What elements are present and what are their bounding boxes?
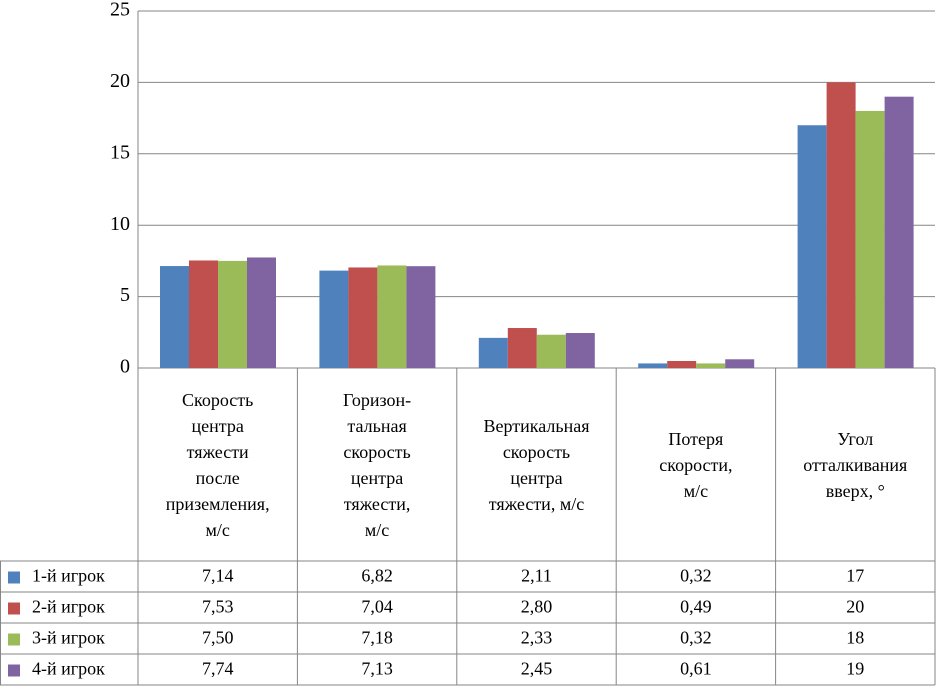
bar (884, 96, 914, 369)
table-cell: 0,49 (680, 597, 712, 617)
bar (189, 260, 218, 368)
legend-swatch (8, 571, 20, 584)
table-cell: 7,14 (202, 566, 234, 586)
bar (247, 257, 276, 368)
bar (406, 266, 436, 368)
table-cell: 0,61 (680, 659, 712, 679)
bar (826, 82, 856, 369)
legend-label: 2-й игрок (32, 597, 105, 617)
table-cell: 7,50 (202, 628, 234, 648)
x-tick-label: Вертикальная скорость центра тяжести, м/… (483, 415, 590, 514)
bar (348, 267, 378, 368)
y-tick-label: 15 (110, 141, 130, 163)
bar (797, 125, 827, 369)
bar (160, 266, 189, 368)
bar (218, 260, 247, 368)
bar (536, 334, 566, 368)
category-cell: Горизон- тальная скорость центра тяжести… (343, 389, 412, 540)
category-cell: Угол отталкивания вверх, ° (803, 428, 908, 501)
x-tick-label: Потеря скорости, м/с (659, 428, 733, 501)
legend-label: 3-й игрок (32, 628, 105, 648)
x-tick-label: Горизон- тальная скорость центра тяжести… (343, 389, 412, 540)
legend-swatch (8, 664, 20, 677)
table-cell: 18 (846, 628, 864, 648)
bar (638, 363, 668, 368)
legend-label: 4-й игрок (32, 659, 105, 679)
category-cell: Вертикальная скорость центра тяжести, м/… (483, 415, 590, 514)
y-tick-label: 5 (120, 284, 130, 306)
table-cell: 2,11 (521, 566, 552, 586)
table-cell: 2,33 (521, 628, 553, 648)
table-cell: 0,32 (680, 628, 712, 648)
category-cell: Потеря скорости, м/с (659, 428, 733, 501)
table-cell: 7,13 (361, 659, 393, 679)
table-cell: 7,74 (202, 659, 234, 679)
legend-swatch (8, 602, 20, 615)
y-tick-label: 0 (120, 356, 130, 378)
x-tick-label: Угол отталкивания вверх, ° (803, 428, 908, 501)
table-cell: 7,53 (202, 597, 234, 617)
table-cell: 6,82 (361, 566, 393, 586)
table-cell: 20 (846, 597, 864, 617)
legend-label: 1-й игрок (32, 566, 105, 586)
y-tick-label: 10 (110, 213, 130, 235)
bar (667, 361, 697, 368)
table-cell: 0,32 (680, 566, 712, 586)
x-tick-label: Скорость центра тяжести после приземлени… (165, 389, 270, 540)
bar (478, 337, 508, 368)
category-cell: Скорость центра тяжести после приземлени… (165, 389, 270, 540)
table-cell: 2,45 (521, 659, 553, 679)
bar (319, 270, 349, 368)
bar (565, 333, 595, 368)
table-cell: 17 (846, 566, 864, 586)
bar (725, 359, 755, 368)
bar (377, 265, 407, 368)
table-cell: 7,18 (361, 628, 393, 648)
legend-swatch (8, 633, 20, 646)
table-cell: 2,80 (521, 597, 553, 617)
y-tick-label: 25 (110, 0, 130, 21)
table-cell: 7,04 (361, 597, 393, 617)
bar (507, 328, 537, 368)
table-cell: 19 (846, 659, 864, 679)
bar (855, 110, 885, 369)
y-tick-label: 20 (110, 70, 130, 92)
bar (696, 363, 726, 368)
